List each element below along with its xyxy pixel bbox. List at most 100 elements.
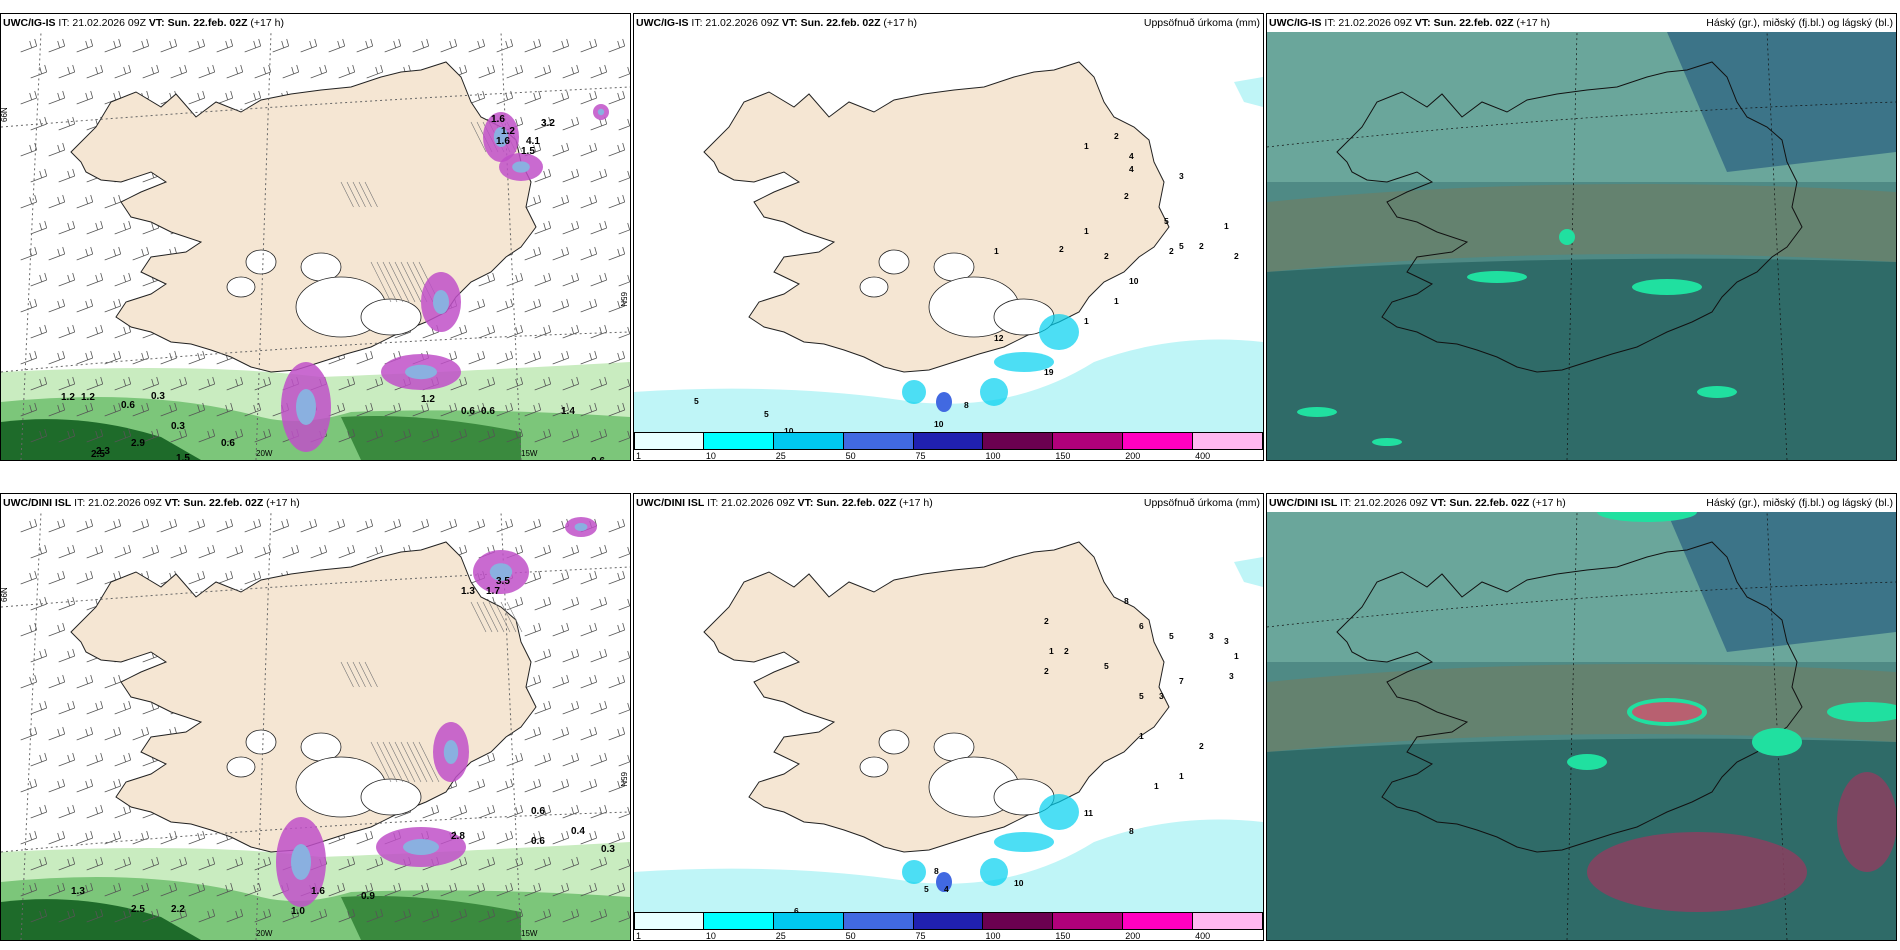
wind-barb xyxy=(562,700,580,715)
wind-barb xyxy=(590,272,608,287)
wind-barb xyxy=(590,752,608,767)
wind-barb xyxy=(356,350,374,365)
wind-barb xyxy=(86,908,104,923)
wind-barb xyxy=(524,570,542,585)
wind-barb xyxy=(524,726,542,741)
legend-swatch xyxy=(703,912,774,930)
wind-barb xyxy=(562,544,580,559)
wind-barb xyxy=(104,350,122,365)
cloud-map xyxy=(1267,32,1896,460)
hatch-line xyxy=(394,261,416,303)
mid-cloud-band xyxy=(1267,184,1896,272)
wind-barb xyxy=(562,596,580,611)
wind-barb xyxy=(562,376,580,391)
wind-barb xyxy=(104,298,122,313)
wind-barb xyxy=(226,544,244,559)
wind-barb xyxy=(478,376,496,391)
precip-amount-label: 1 xyxy=(1084,141,1089,151)
cloud-map xyxy=(1267,512,1896,940)
wind-barb xyxy=(188,830,206,845)
wind-barb xyxy=(254,908,272,923)
legend-swatch xyxy=(843,432,914,450)
wind-barb xyxy=(20,830,38,845)
precip-amount-label: 6 xyxy=(794,906,799,916)
wind-barb xyxy=(478,324,496,339)
wind-barb xyxy=(450,856,468,871)
wind-barb xyxy=(76,350,94,365)
wind-barb xyxy=(328,518,346,533)
cloud-streak xyxy=(1752,728,1802,756)
legend-label: 25 xyxy=(775,451,786,461)
wind-barb xyxy=(618,702,630,715)
cloud-streak xyxy=(1827,702,1896,722)
wind-barb xyxy=(48,622,66,637)
wind-barb xyxy=(114,752,132,767)
glacier xyxy=(245,249,277,275)
precip-area-sea xyxy=(634,339,1263,432)
precip-value-label: 0.6 xyxy=(531,836,545,847)
wind-barb xyxy=(440,518,458,533)
precip-value-label: 3.5 xyxy=(496,576,510,587)
lon-line xyxy=(1566,32,1578,460)
wind-barb xyxy=(104,830,122,845)
wind-barb xyxy=(440,882,458,897)
wind-barb xyxy=(188,570,206,585)
iceland-outline xyxy=(1336,61,1803,373)
wind-barb xyxy=(338,64,356,79)
wind-barb xyxy=(20,142,38,157)
precip-amount-label: 2 xyxy=(1059,244,1064,254)
wind-barb xyxy=(104,726,122,741)
precip-blob-core xyxy=(291,844,311,880)
wind-barb xyxy=(552,622,570,637)
wind-barb xyxy=(142,376,160,391)
wind-barb xyxy=(562,324,580,339)
hatch-line xyxy=(358,661,372,688)
precip-value-label: 1.2 xyxy=(81,392,95,403)
cloud-streak xyxy=(1697,386,1737,398)
wind-barb xyxy=(524,402,542,417)
precip-amount-label: 8 xyxy=(1129,826,1134,836)
wind-barb xyxy=(590,64,608,79)
wind-barb xyxy=(58,64,76,79)
wind-barb xyxy=(20,298,38,313)
wind-barb xyxy=(132,726,150,741)
precip-value-label: 0.6 xyxy=(591,456,605,460)
wind-barb xyxy=(104,674,122,689)
precip-amount-label: 1 xyxy=(994,246,999,256)
wind-barb xyxy=(618,170,630,183)
wind-barb xyxy=(188,350,206,365)
panel-title: UWC/IG-IS IT: 21.02.2026 09Z VT: Sun. 22… xyxy=(3,17,284,29)
wind-barb xyxy=(468,38,486,53)
wind-barb xyxy=(198,908,216,923)
wind-barb xyxy=(76,726,94,741)
wind-barb xyxy=(76,402,94,417)
legend-label: 10 xyxy=(705,931,716,941)
wind-barb xyxy=(608,402,626,417)
wind-barb xyxy=(384,38,402,53)
wind-barb xyxy=(562,752,580,767)
wind-barb xyxy=(534,544,552,559)
lon-line-15w xyxy=(500,512,522,940)
precip-map: 9669485101182122586533731351211 xyxy=(634,512,1263,940)
wind-barb xyxy=(86,544,104,559)
hatch-line xyxy=(370,741,392,783)
wind-barb xyxy=(282,908,300,923)
wind-barb xyxy=(580,882,598,897)
precip-amount-label: 2 xyxy=(1124,191,1129,201)
precip-blob-core xyxy=(512,161,530,173)
wind-barb xyxy=(58,116,76,131)
wind-barb xyxy=(552,38,570,53)
wind-barb xyxy=(30,220,48,235)
wind-barb xyxy=(580,830,598,845)
wind-barb xyxy=(590,856,608,871)
precip-value-label: 1.2 xyxy=(421,394,435,405)
legend-label: 100 xyxy=(985,451,1001,461)
wind-barb xyxy=(580,298,598,313)
precip-amount-label: 3 xyxy=(1224,636,1229,646)
glacier xyxy=(300,252,342,282)
legend-label: 75 xyxy=(915,451,926,461)
precip-amount-label: 5 xyxy=(764,409,769,419)
hatch-line xyxy=(388,261,410,303)
wind-barb xyxy=(618,858,630,871)
legend-swatch xyxy=(983,912,1054,930)
